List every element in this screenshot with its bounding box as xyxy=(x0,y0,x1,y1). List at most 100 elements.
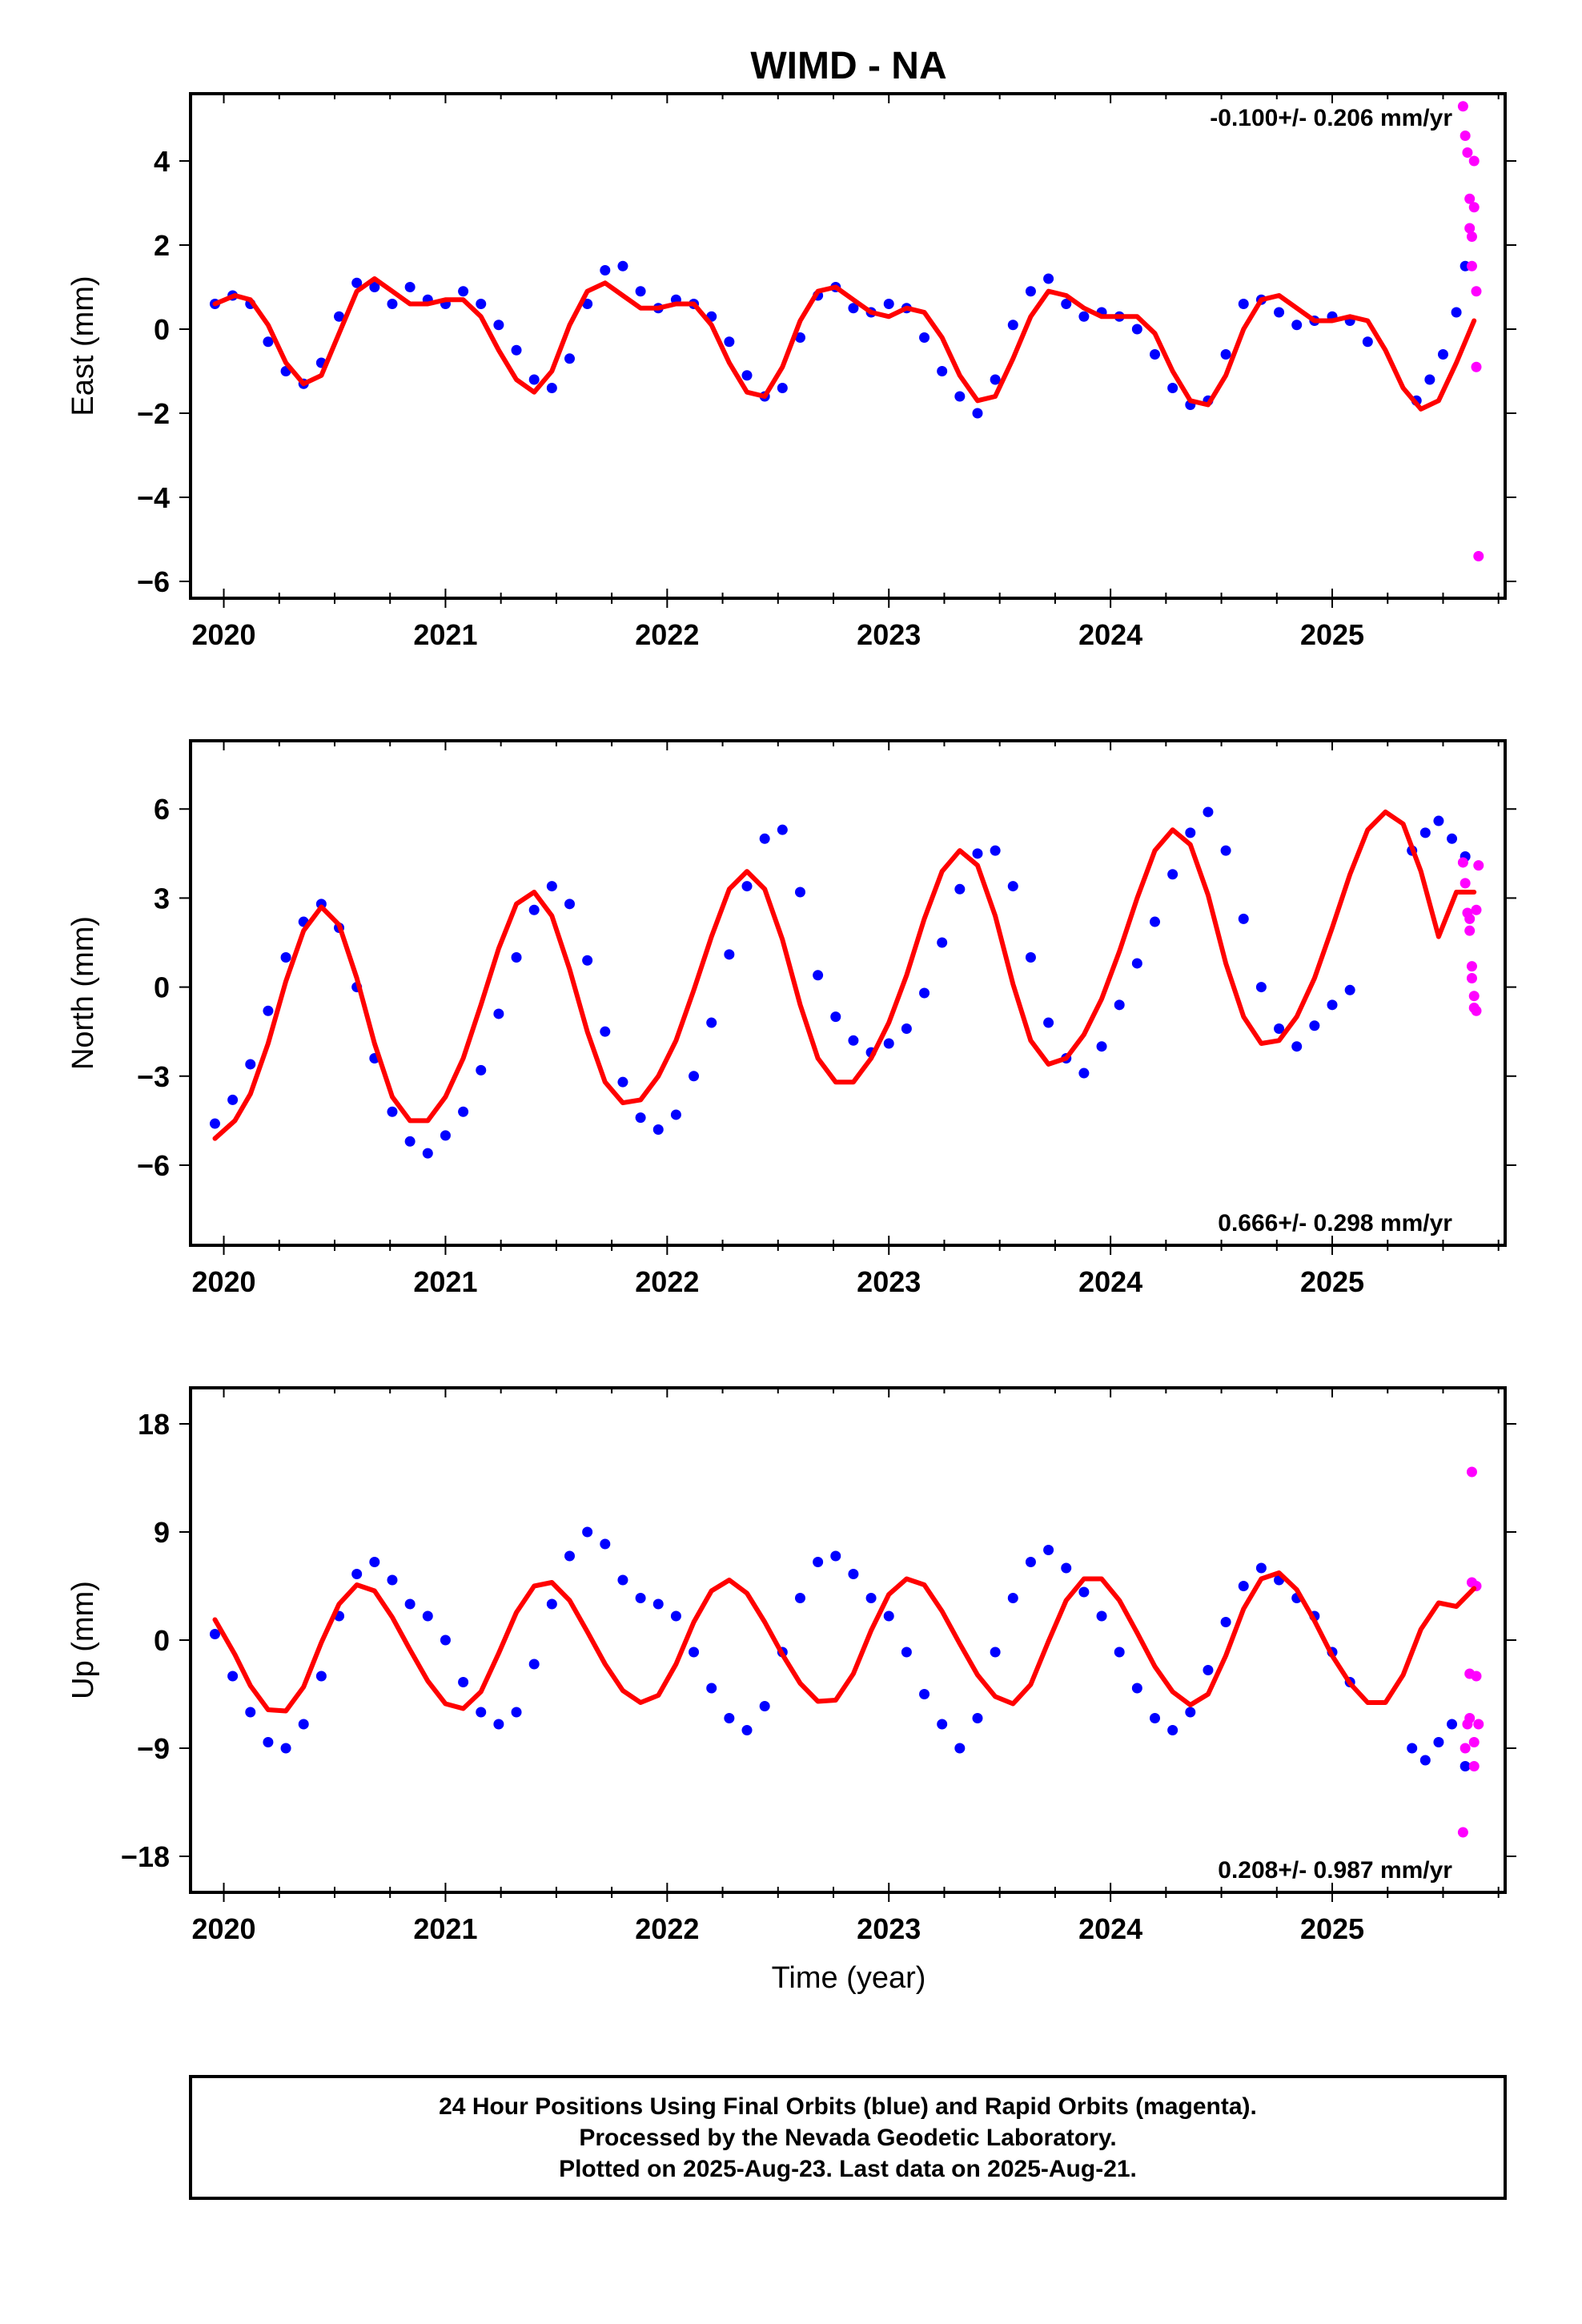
up-final-orbits-point xyxy=(546,1598,557,1610)
east-final-orbits-point xyxy=(1451,307,1462,318)
east-x-tick-label: 2023 xyxy=(857,618,921,651)
up-final-orbits-point xyxy=(1114,1647,1125,1658)
up-panel: 2020 2021 2022 2023 2024 2025 −18 −9 0 9 18 Up (mm)… xyxy=(66,1386,1516,1945)
up-final-orbits-point xyxy=(670,1610,681,1622)
up-frame xyxy=(189,1386,1507,1894)
east-y-tick-label: −6 xyxy=(137,565,170,598)
up-x-tick-label: 2024 xyxy=(1078,1912,1142,1945)
east-final-orbits-point xyxy=(1424,374,1435,385)
north-final-orbits-point xyxy=(1025,952,1036,963)
east-final-orbits-point xyxy=(741,370,753,381)
north-final-orbits-point xyxy=(528,904,540,915)
north-final-orbits-point xyxy=(546,881,557,892)
up-final-orbits-point xyxy=(1185,1707,1196,1718)
north-final-orbits-point xyxy=(1327,999,1338,1011)
up-final-orbits-point xyxy=(263,1737,274,1747)
east-final-orbits-point xyxy=(848,303,859,314)
north-model-fit-line xyxy=(212,809,1477,1141)
footer-line-2: Processed by the Nevada Geodetic Laborat… xyxy=(579,2125,1116,2151)
north-final-orbits-point xyxy=(1238,913,1249,924)
east-final-orbits-point xyxy=(617,260,628,271)
north-rapid-orbits-point xyxy=(1457,857,1468,868)
east-final-orbits-point xyxy=(351,277,363,288)
north-final-orbits-point xyxy=(1043,1017,1054,1028)
east-final-orbits-point xyxy=(1078,311,1090,322)
east-model-fit-line xyxy=(212,276,1477,412)
north-x-tick-label: 2024 xyxy=(1078,1265,1142,1298)
east-final-orbits-point xyxy=(1043,273,1054,284)
figure-title: WIMD - NA xyxy=(750,45,946,87)
east-rapid-orbits-point xyxy=(1466,260,1477,271)
north-final-orbits-point xyxy=(794,887,805,898)
north-final-orbits-point xyxy=(670,1109,681,1120)
east-data-layer xyxy=(209,101,1484,561)
east-rapid-orbits-point xyxy=(1466,231,1477,242)
up-final-orbits-point xyxy=(369,1557,380,1567)
east-x-tick-label: 2025 xyxy=(1300,618,1364,651)
up-final-orbits-point xyxy=(1433,1737,1444,1747)
east-x-tick-label: 2020 xyxy=(191,618,255,651)
up-y-axis-label: Up (mm) xyxy=(66,1581,100,1699)
up-final-orbits-point xyxy=(1255,1562,1267,1574)
up-x-tick-label: 2025 xyxy=(1300,1912,1364,1945)
east-final-orbits-point xyxy=(263,336,274,348)
east-rapid-orbits-point xyxy=(1468,202,1480,213)
up-final-orbits-point xyxy=(351,1569,363,1579)
up-final-orbits-point xyxy=(209,1629,220,1639)
up-y-tick-label: 0 xyxy=(154,1624,170,1657)
north-final-orbits-point xyxy=(440,1130,451,1141)
north-final-orbits-point xyxy=(263,1005,274,1016)
north-rapid-orbits-point xyxy=(1468,991,1480,1002)
east-x-tick-label: 2021 xyxy=(413,618,477,651)
up-rapid-orbits-point xyxy=(1471,1671,1482,1682)
up-final-orbits-point xyxy=(1460,1761,1471,1771)
up-final-orbits-point xyxy=(227,1671,239,1682)
up-final-orbits-point xyxy=(1078,1586,1090,1598)
east-final-orbits-point xyxy=(794,332,805,343)
north-frame xyxy=(189,739,1507,1247)
east-final-orbits-point xyxy=(1220,349,1231,360)
north-final-orbits-point xyxy=(511,952,522,963)
up-final-orbits-point xyxy=(741,1725,753,1735)
north-y-tick-label: 3 xyxy=(154,882,170,915)
up-final-orbits-point xyxy=(865,1593,877,1603)
north-final-orbits-point xyxy=(422,1148,433,1159)
up-rate-label: 0.208+/- 0.987 mm/yr xyxy=(1218,1857,1452,1884)
east-x-tick-label: 2022 xyxy=(635,618,699,651)
east-final-orbits-point xyxy=(1362,336,1373,348)
north-x-tick-label: 2021 xyxy=(413,1265,477,1298)
east-y-tick-label: 0 xyxy=(154,313,170,346)
north-final-orbits-point xyxy=(883,1038,894,1049)
up-final-orbits-point xyxy=(830,1550,841,1562)
east-final-orbits-point xyxy=(1238,299,1249,309)
up-final-orbits-point xyxy=(972,1713,983,1723)
up-final-orbits-point xyxy=(652,1598,664,1610)
up-final-orbits-point xyxy=(564,1550,575,1562)
up-x-tick-label: 2021 xyxy=(413,1912,477,1945)
up-x-tick-label: 2020 xyxy=(191,1912,255,1945)
footer-line-1: 24 Hour Positions Using Final Orbits (bl… xyxy=(439,2093,1257,2120)
north-final-orbits-point xyxy=(280,952,291,963)
up-rapid-orbits-point xyxy=(1473,1719,1484,1730)
north-rapid-orbits-point xyxy=(1466,972,1477,983)
up-final-orbits-point xyxy=(387,1574,398,1586)
east-final-orbits-point xyxy=(528,374,540,385)
up-final-orbits-point xyxy=(1407,1743,1418,1754)
up-y-tick-label: 9 xyxy=(154,1516,170,1549)
east-final-orbits-point xyxy=(954,391,966,402)
north-final-orbits-point xyxy=(689,1071,700,1082)
east-final-orbits-point xyxy=(546,383,557,393)
up-rapid-orbits-point xyxy=(1460,1743,1471,1754)
east-final-orbits-point xyxy=(1291,320,1303,331)
up-final-orbits-point xyxy=(493,1719,504,1730)
up-final-orbits-point xyxy=(511,1707,522,1718)
x-axis-label: Time (year) xyxy=(772,1961,926,1995)
east-final-orbits-point xyxy=(458,286,469,297)
north-final-orbits-point xyxy=(724,949,735,960)
up-y-tick-label: −18 xyxy=(121,1840,170,1873)
north-final-orbits-point xyxy=(1150,916,1161,927)
east-rapid-orbits-point xyxy=(1464,193,1476,204)
north-final-orbits-point xyxy=(652,1124,664,1135)
north-x-tick-label: 2023 xyxy=(857,1265,921,1298)
north-final-orbits-point xyxy=(777,824,788,835)
